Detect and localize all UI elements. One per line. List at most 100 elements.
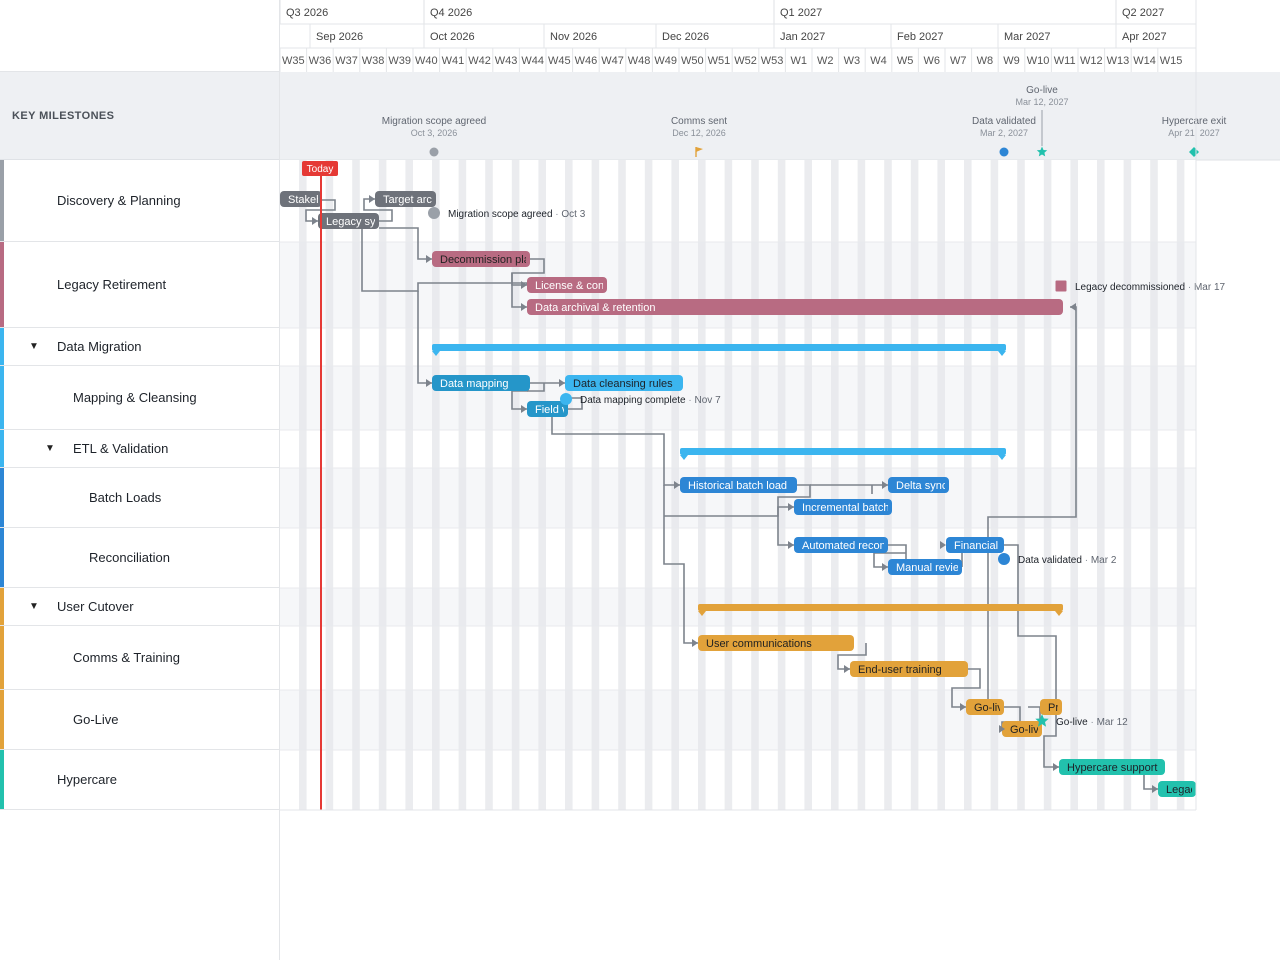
- task-bar[interactable]: Automated reconciliation: [794, 537, 922, 553]
- link-arrowhead: [369, 195, 375, 203]
- task-bar[interactable]: Data cleansing rules: [565, 375, 683, 391]
- task-bar[interactable]: Production switch: [1040, 699, 1134, 715]
- task-bar-label: Decommission plan: [440, 254, 536, 266]
- row-milestone-name: Go-live: [1056, 717, 1088, 728]
- task-bar-label: Stakeholder interviews: [288, 194, 399, 206]
- week-label: W40: [415, 55, 438, 67]
- link-arrowhead: [521, 405, 527, 413]
- svg-text:Migration scope agreed · Oct 3: Migration scope agreed · Oct 3: [448, 209, 586, 220]
- week-label: W8: [977, 55, 994, 67]
- row-batch-loads[interactable]: Batch Loads: [0, 468, 279, 528]
- task-bar[interactable]: Financial checks: [946, 537, 1036, 553]
- row-milestone-name: Data mapping complete: [580, 395, 686, 406]
- row-milestone-data-mapping-complete[interactable]: Data mapping complete · Nov 7: [560, 393, 721, 406]
- task-bar[interactable]: Hypercare support: [1059, 759, 1165, 775]
- row-milestone-date: Mar 17: [1194, 282, 1226, 293]
- task-bar[interactable]: Go-live prep: [966, 699, 1034, 715]
- task-bar[interactable]: Delta sync: [888, 477, 949, 493]
- key-milestone-name: Migration scope agreed: [382, 116, 487, 127]
- circle-icon: [999, 147, 1009, 157]
- week-stripe: [565, 160, 573, 810]
- collapse-toggle-icon[interactable]: ▼: [29, 341, 39, 352]
- svg-text:Go-live · Mar 12: Go-live · Mar 12: [1056, 717, 1128, 728]
- row-mapping-cleansing[interactable]: Mapping & Cleansing: [0, 366, 279, 430]
- row-label: User Cutover: [57, 599, 134, 614]
- month-label: Mar 2027: [1004, 31, 1050, 43]
- row-hypercare[interactable]: Hypercare: [0, 750, 279, 810]
- quarter-label: Q2 2027: [1122, 7, 1164, 19]
- row-color-bar: [0, 242, 4, 327]
- key-milestone-name: Data validated: [972, 116, 1036, 127]
- week-label: W7: [950, 55, 967, 67]
- square-icon: [1055, 280, 1067, 292]
- key-milestone-date: Oct 3, 2026: [411, 128, 458, 138]
- task-bar[interactable]: License & contracts: [527, 277, 631, 293]
- task-bar-label: Legacy system audit: [326, 216, 426, 228]
- row-comms-training[interactable]: Comms & Training: [0, 626, 279, 690]
- task-bar[interactable]: Stakeholder interviews: [280, 191, 399, 207]
- task-bar[interactable]: Legacy shutdown: [1158, 781, 1252, 797]
- task-bar-label: Production switch: [1048, 702, 1134, 714]
- task-bar[interactable]: Field validation: [527, 401, 608, 417]
- row-milestone-migration-scope-agreed[interactable]: Migration scope agreed · Oct 3: [428, 207, 586, 220]
- link-arrowhead: [788, 541, 794, 549]
- task-bar-label: License & contracts: [535, 280, 631, 292]
- row-discovery-planning[interactable]: Discovery & Planning: [0, 160, 279, 242]
- collapse-toggle-icon[interactable]: ▼: [29, 601, 39, 612]
- row-milestone-go-live[interactable]: Go-live · Mar 12: [1035, 714, 1128, 728]
- task-bar[interactable]: Incremental batches: [794, 499, 902, 515]
- task-bar-label: Data mapping: [440, 378, 509, 390]
- row-etl-validation[interactable]: ▼ ETL & Validation: [0, 430, 279, 468]
- summary-bar[interactable]: [680, 448, 1006, 460]
- week-label: W15: [1160, 55, 1183, 67]
- quarter-label: Q4 2026: [430, 7, 472, 19]
- task-bar[interactable]: End-user training: [850, 661, 968, 677]
- dependency-link: [566, 397, 583, 410]
- key-milestone-name: Comms sent: [671, 116, 727, 127]
- collapse-toggle-icon[interactable]: ▼: [45, 443, 55, 454]
- week-stripe: [1123, 160, 1132, 810]
- row-legacy-retirement[interactable]: Legacy Retirement: [0, 242, 279, 328]
- task-bar[interactable]: Data archival & retention: [527, 299, 1063, 315]
- task-bar[interactable]: Manual review: [888, 559, 967, 575]
- task-bar[interactable]: Historical batch load: [680, 477, 797, 493]
- row-milestone-legacy-decommissioned[interactable]: Legacy decommissioned · Mar 17: [1055, 280, 1226, 294]
- week-stripe: [325, 160, 334, 810]
- link-arrowhead: [788, 503, 794, 511]
- week-stripe: [352, 160, 360, 810]
- summary-bar[interactable]: [698, 604, 1063, 616]
- summary-bar[interactable]: [432, 344, 1006, 356]
- row-milestone-data-validated[interactable]: Data validated · Mar 2: [998, 553, 1117, 566]
- row-label: Reconciliation: [89, 550, 170, 565]
- task-bar[interactable]: Go-live cutover: [1002, 721, 1084, 737]
- key-milestone-name: Go-live: [1026, 85, 1058, 96]
- task-bar[interactable]: User communications: [698, 635, 854, 651]
- row-go-live[interactable]: Go-Live: [0, 690, 279, 750]
- week-label: W45: [548, 55, 571, 67]
- week-label: W48: [628, 55, 651, 67]
- row-data-migration[interactable]: ▼ Data Migration: [0, 328, 279, 366]
- star-icon: [1035, 714, 1049, 727]
- row-user-cutover[interactable]: ▼ User Cutover: [0, 588, 279, 626]
- row-background: [280, 750, 1196, 810]
- week-label: W2: [817, 55, 834, 67]
- row-reconciliation[interactable]: Reconciliation: [0, 528, 279, 588]
- task-bar-label: Data archival & retention: [535, 302, 655, 314]
- task-bar[interactable]: Legacy system audit: [318, 213, 426, 229]
- timeline-panel: Q3 2026 Q4 2026 Q1 2027 Q2 2027 Sep 2026 Oct …: [280, 0, 1280, 960]
- week-label: W50: [681, 55, 704, 67]
- task-bar[interactable]: Target architecture: [375, 191, 474, 207]
- dependency-link: [663, 485, 698, 644]
- task-bar[interactable]: Data mapping: [432, 375, 530, 391]
- dependency-link: [810, 484, 888, 494]
- link-arrowhead: [426, 379, 432, 387]
- week-label: W10: [1027, 55, 1050, 67]
- month-label: Dec 2026: [662, 31, 709, 43]
- task-bar[interactable]: Decommission plan: [432, 251, 536, 267]
- month-label: Apr 2027: [1122, 31, 1167, 43]
- key-milestone-date: Mar 12, 2027: [1015, 97, 1068, 107]
